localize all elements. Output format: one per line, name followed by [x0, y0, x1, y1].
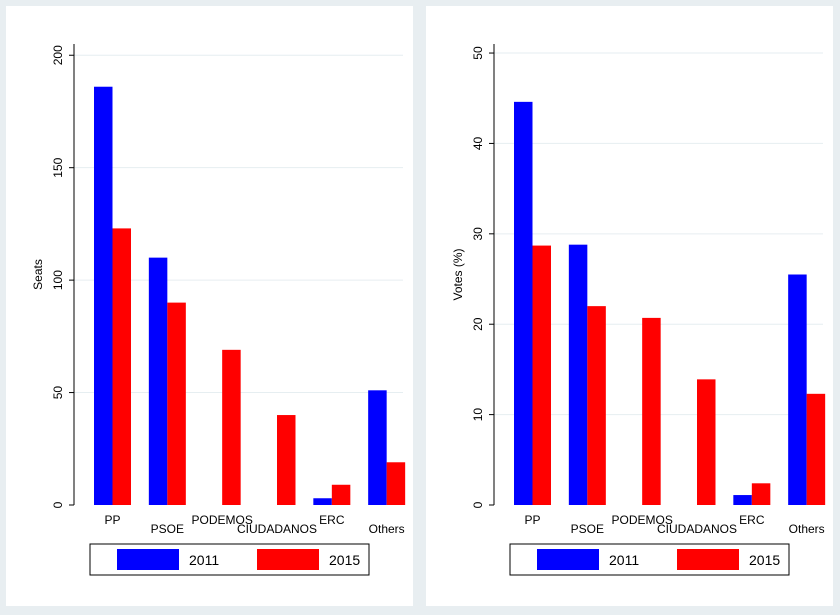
legend-label: 2011: [609, 552, 639, 568]
bar-2015-psoe: [167, 302, 186, 505]
bar-2015-others: [386, 462, 406, 505]
bar-2015-podemos: [222, 349, 241, 505]
x-category-label: ERC: [739, 513, 765, 527]
x-category-label: PSOE: [571, 522, 604, 536]
x-category-label: PODEMOS: [191, 513, 252, 527]
bar-2011-erc: [313, 498, 332, 505]
votes-chart-panel: 0 10 20 30 40 50 Votes (%) PP PSOE PODEMOS CIUDADA…: [426, 6, 833, 606]
x-category-label: PP: [104, 513, 120, 527]
seats-chart: 0 50 100 150 200 Seats PP PSOE PODEMOSCIUDADANOS…: [31, 44, 406, 576]
x-category-label: Others: [369, 522, 405, 536]
y-tick-label: 50: [51, 386, 65, 400]
x-category-label: CIUDADANOS: [657, 522, 737, 536]
y-tick-label: 150: [51, 157, 65, 177]
legend-swatch-2011: [117, 549, 179, 570]
votes-chart: 0 10 20 30 40 50 Votes (%) PP PSOE PODEMOSCIUDADA…: [451, 44, 826, 576]
x-category-label: PODEMOS: [611, 513, 672, 527]
x-category-label: ERC: [319, 513, 345, 527]
bar-2011-others: [368, 390, 387, 505]
bar-2015-erc: [751, 483, 771, 505]
bar-2015-pp: [112, 228, 131, 505]
bar-2011-pp: [94, 86, 113, 505]
legend-label: 2015: [749, 552, 780, 568]
legend: 2011 2015: [509, 543, 790, 576]
x-category-label: PP: [524, 513, 540, 527]
y-tick-label: 30: [471, 227, 485, 241]
y-tick-label: 40: [471, 136, 485, 150]
y-tick-label: 100: [51, 270, 65, 290]
x-category-label: CIUDADANOS: [237, 522, 317, 536]
legend-swatch-2015: [257, 549, 319, 570]
y-tick-label: 10: [471, 408, 485, 422]
legend-swatch-2015: [677, 549, 739, 570]
y-axis-title: Seats: [31, 259, 45, 290]
y-tick-label: 0: [51, 501, 65, 508]
bar-2015-psoe: [587, 306, 606, 505]
legend: 2011 2015: [89, 543, 370, 576]
y-tick-label: 200: [51, 45, 65, 65]
legend-swatch-2011: [537, 549, 599, 570]
bar-2015-others: [806, 393, 826, 505]
x-category-label: Others: [789, 522, 825, 536]
bar-2011-erc: [733, 495, 752, 505]
y-tick-label: 50: [471, 46, 485, 60]
y-tick-label: 20: [471, 317, 485, 331]
bar-2015-pp: [532, 245, 551, 505]
y-tick-label: 0: [471, 501, 485, 508]
bar-2011-others: [788, 274, 807, 505]
y-axis-title: Votes (%): [451, 248, 465, 300]
bar-2011-psoe: [568, 244, 588, 505]
bar-2015-ciudadanos: [277, 415, 296, 505]
seats-chart-panel: 0 50 100 150 200 Seats PP PSOE PODEMOS CIUDADANOS…: [6, 6, 413, 606]
bar-2015-erc: [331, 484, 351, 505]
legend-label: 2011: [189, 552, 219, 568]
bar-2015-ciudadanos: [697, 379, 716, 505]
x-category-label: PSOE: [151, 522, 184, 536]
bar-2011-psoe: [148, 257, 168, 505]
bar-2011-pp: [514, 101, 533, 505]
bar-2015-podemos: [642, 317, 661, 505]
legend-label: 2015: [329, 552, 360, 568]
